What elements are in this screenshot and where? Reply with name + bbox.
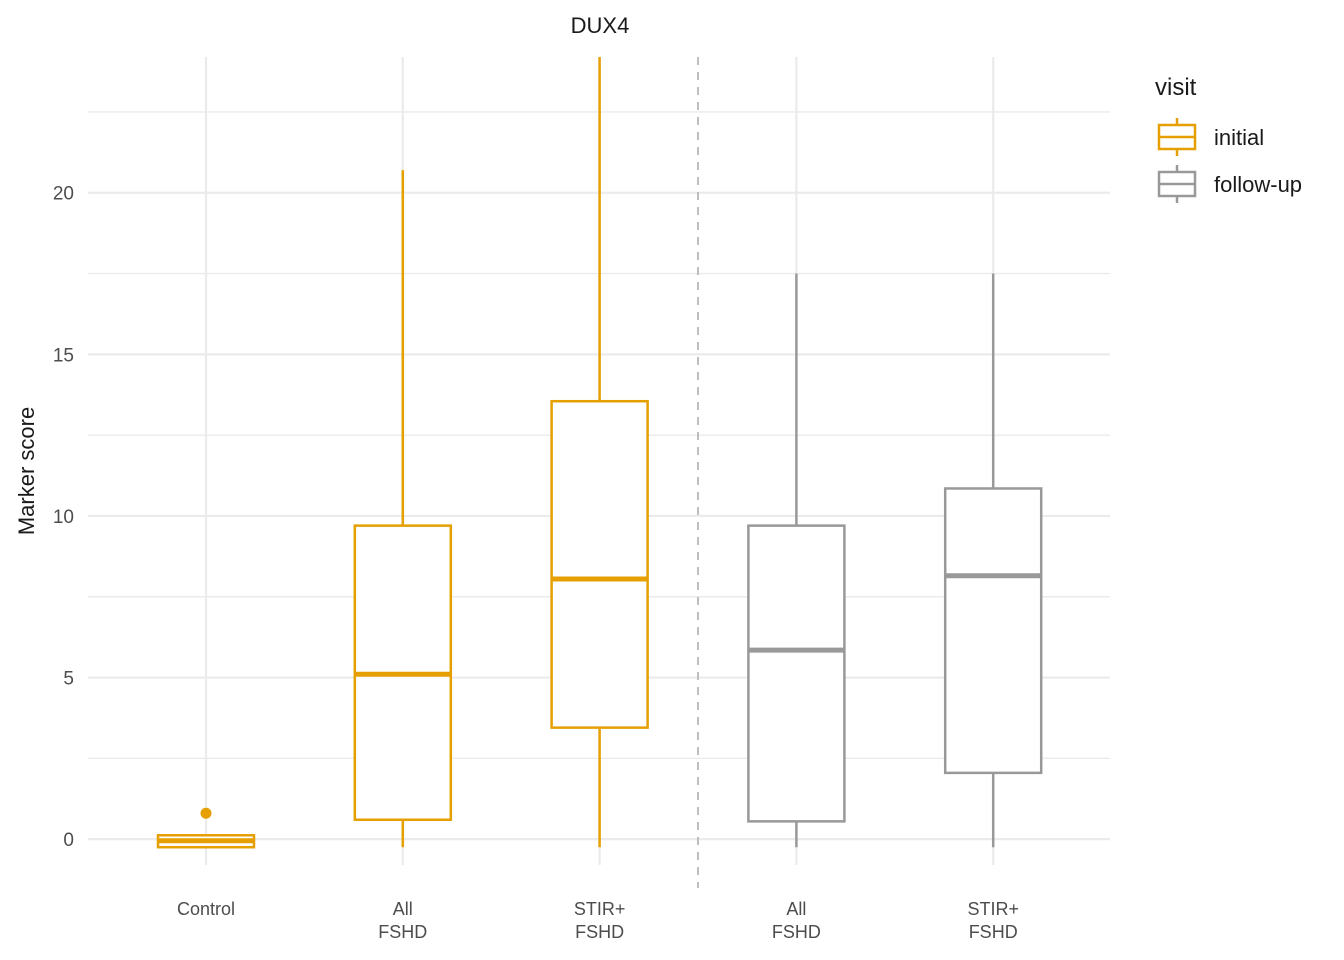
y-tick-label: 20 [53, 184, 74, 205]
boxplot-follow-up [747, 273, 846, 848]
y-axis-label: Marker score [14, 407, 39, 535]
y-tick-label: 0 [63, 830, 74, 851]
legend-items: initial follow-up [1157, 118, 1302, 203]
legend: visit initial follow-up [1155, 74, 1302, 203]
legend-label: follow-up [1214, 172, 1302, 197]
x-tick-label: STIR+ [967, 899, 1019, 919]
x-tick-label: All [393, 899, 413, 919]
y-tick-label: 15 [53, 345, 74, 366]
boxplot-initial [550, 57, 649, 848]
x-tick-label: STIR+ [574, 899, 626, 919]
legend-label: initial [1214, 125, 1264, 150]
box-iqr [943, 487, 1043, 775]
legend-key-initial: initial [1157, 118, 1264, 156]
x-tick-label: All [786, 899, 806, 919]
outlier-point [200, 807, 212, 819]
y-tick-label: 5 [63, 669, 74, 690]
x-tick-label: FSHD [575, 922, 624, 942]
box-iqr [550, 399, 649, 729]
y-tick-label: 10 [53, 507, 74, 528]
chart-title: DUX4 [571, 13, 630, 38]
boxplot-initial [156, 807, 256, 849]
x-tick-label: FSHD [772, 922, 821, 942]
box-iqr [747, 524, 846, 823]
legend-title: visit [1155, 74, 1197, 101]
x-tick-label: FSHD [378, 922, 427, 942]
x-tick-label: Control [177, 899, 235, 919]
boxplot-initial [353, 170, 453, 848]
axis-layer: 0 5 10 15 20 Control All FSHD STIR+ FSHD All FSHD ST… [53, 57, 1019, 942]
legend-key-follow-up: follow-up [1157, 165, 1302, 203]
x-tick-label: FSHD [969, 922, 1018, 942]
box-layer [156, 57, 1043, 849]
boxplot-follow-up [943, 273, 1043, 848]
